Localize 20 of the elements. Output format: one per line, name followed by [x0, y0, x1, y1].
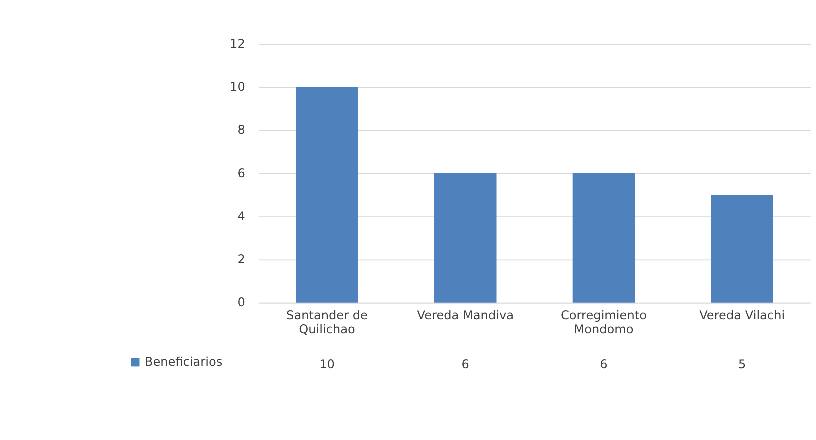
- bar: [434, 173, 497, 303]
- y-tick-label: 10: [230, 80, 246, 94]
- data-label: 10: [320, 357, 335, 372]
- y-tick-label: 6: [238, 166, 246, 180]
- data-label: 5: [738, 357, 746, 372]
- y-tick-label: 8: [238, 123, 246, 138]
- x-tick-label: Vereda Mandiva: [417, 308, 514, 323]
- x-tick-label: Santander de Quilichao: [286, 308, 368, 336]
- y-tick-label: 12: [230, 36, 246, 51]
- legend-label: Beneficiarios: [144, 354, 223, 369]
- bar: [572, 173, 636, 303]
- bar: [296, 87, 358, 303]
- bar: [711, 195, 774, 303]
- x-tick-label: Corregimiento Mondomo: [561, 308, 647, 336]
- data-label: 6: [462, 357, 470, 372]
- y-tick-label: 4: [238, 209, 246, 224]
- y-tick-label: 2: [238, 252, 246, 267]
- data-label: 6: [600, 357, 608, 372]
- x-tick-label: Vereda Vilachi: [700, 308, 786, 323]
- y-tick-label: 0: [238, 296, 246, 310]
